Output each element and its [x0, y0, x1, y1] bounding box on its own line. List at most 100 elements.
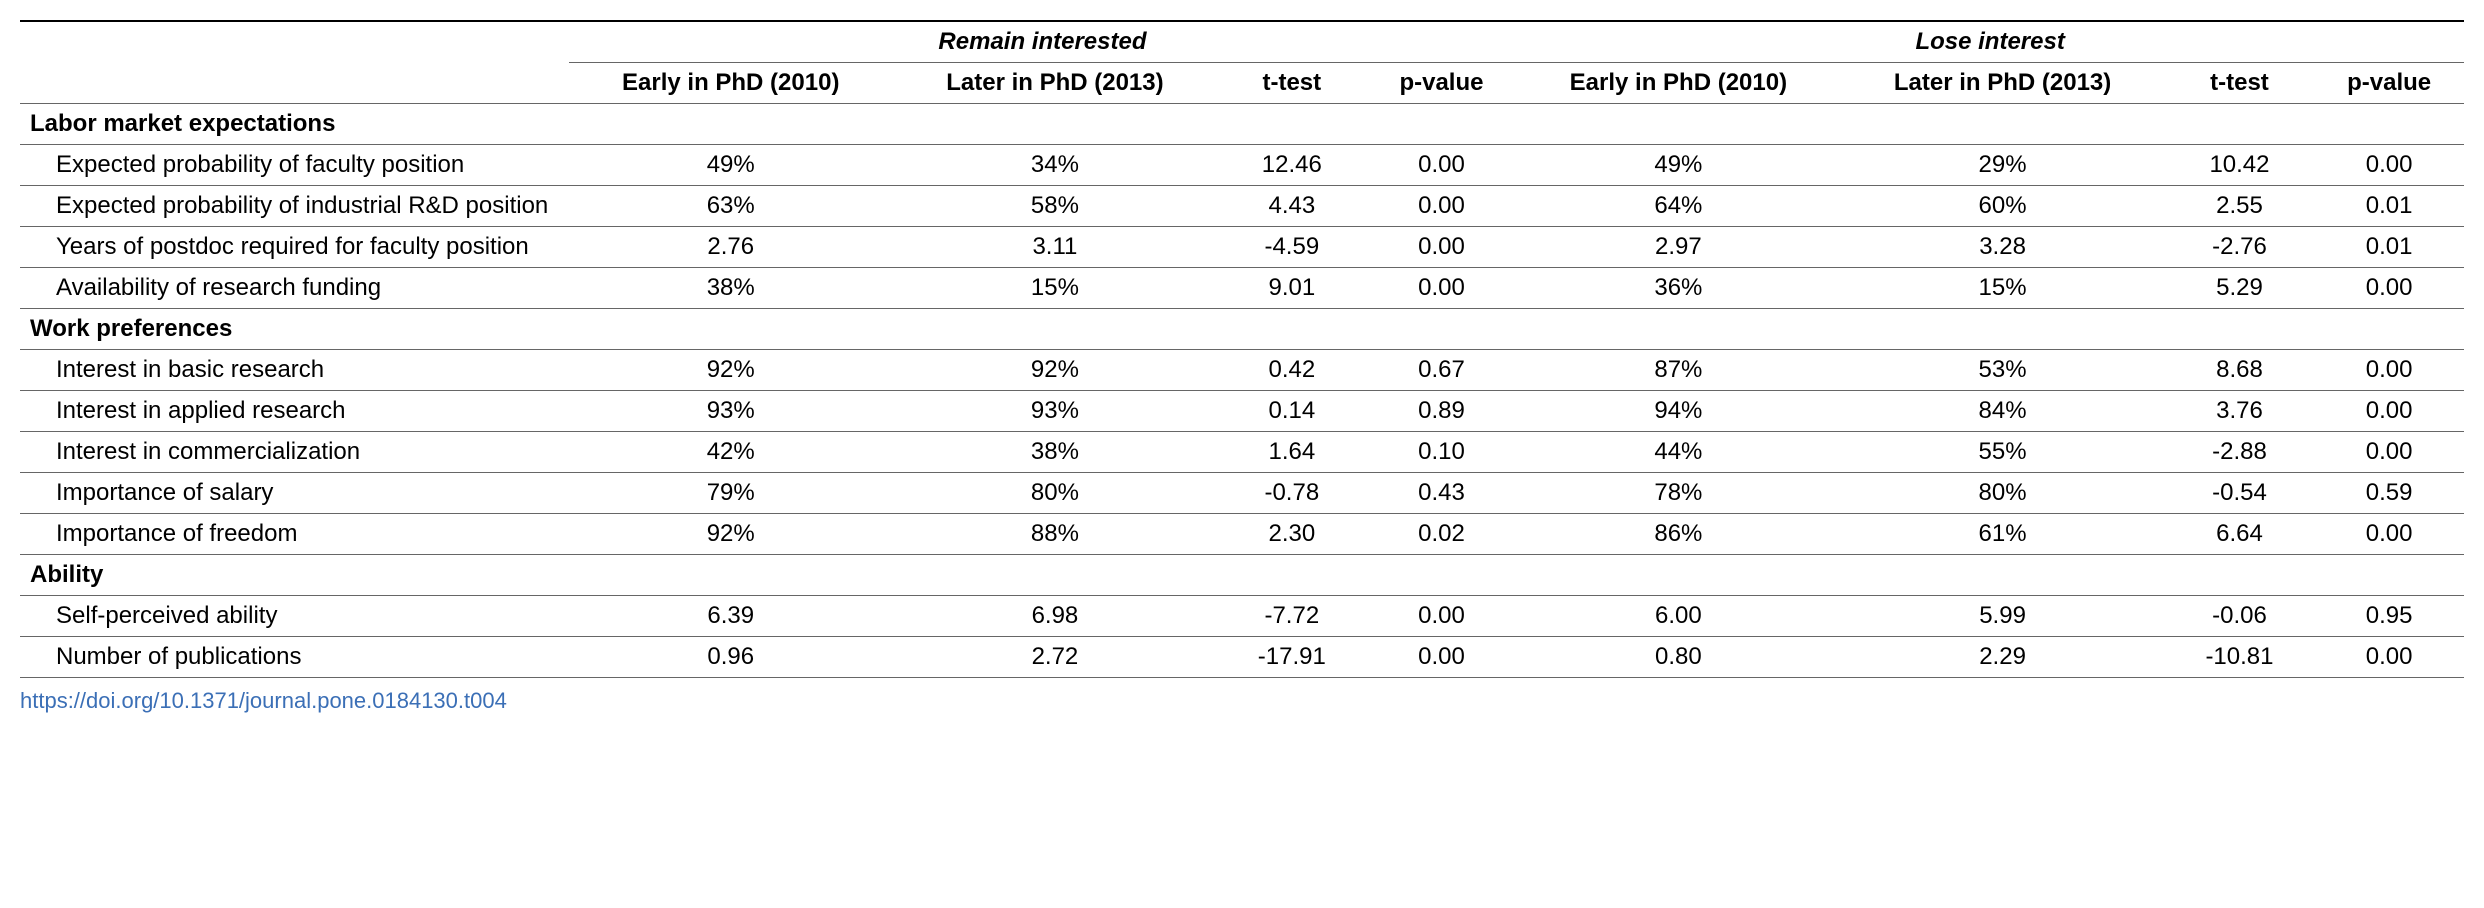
cell-value: 0.89: [1367, 391, 1517, 432]
cell-value: 80%: [893, 473, 1217, 514]
cell-value: 80%: [1840, 473, 2164, 514]
cell-value: 2.72: [893, 637, 1217, 678]
cell-value: 79%: [569, 473, 893, 514]
cell-value: 0.00: [1367, 145, 1517, 186]
cell-value: 2.55: [2165, 186, 2315, 227]
cell-value: 38%: [569, 268, 893, 309]
cell-value: 0.43: [1367, 473, 1517, 514]
col-later-2: Later in PhD (2013): [1840, 63, 2164, 104]
cell-value: 36%: [1516, 268, 1840, 309]
cell-value: 92%: [569, 514, 893, 555]
table-row: Interest in basic research92%92%0.420.67…: [20, 350, 2464, 391]
table-row: Importance of salary79%80%-0.780.4378%80…: [20, 473, 2464, 514]
cell-value: 4.43: [1217, 186, 1367, 227]
cell-value: 93%: [569, 391, 893, 432]
col-ttest-2: t-test: [2165, 63, 2315, 104]
cell-value: 92%: [569, 350, 893, 391]
cell-value: 0.10: [1367, 432, 1517, 473]
section-label: Work preferences: [20, 309, 569, 350]
cell-value: 49%: [569, 145, 893, 186]
table-row: Expected probability of industrial R&D p…: [20, 186, 2464, 227]
doi-link[interactable]: https://doi.org/10.1371/journal.pone.018…: [20, 688, 2464, 714]
cell-value: 64%: [1516, 186, 1840, 227]
cell-value: -4.59: [1217, 227, 1367, 268]
cell-value: 0.00: [2314, 350, 2464, 391]
row-label: Interest in applied research: [20, 391, 569, 432]
cell-value: 6.00: [1516, 596, 1840, 637]
cell-value: 87%: [1516, 350, 1840, 391]
row-label: Years of postdoc required for faculty po…: [20, 227, 569, 268]
table-row: Importance of freedom92%88%2.300.0286%61…: [20, 514, 2464, 555]
row-label: Importance of freedom: [20, 514, 569, 555]
cell-value: -17.91: [1217, 637, 1367, 678]
cell-value: 10.42: [2165, 145, 2315, 186]
cell-value: 2.76: [569, 227, 893, 268]
col-later-1: Later in PhD (2013): [893, 63, 1217, 104]
table-row: Self-perceived ability6.396.98-7.720.006…: [20, 596, 2464, 637]
cell-value: 3.11: [893, 227, 1217, 268]
cell-value: 2.97: [1516, 227, 1840, 268]
cell-value: 44%: [1516, 432, 1840, 473]
col-early-1: Early in PhD (2010): [569, 63, 893, 104]
group-header-remain: Remain interested: [569, 21, 1517, 63]
table-row: Number of publications0.962.72-17.910.00…: [20, 637, 2464, 678]
cell-value: 38%: [893, 432, 1217, 473]
cell-value: 0.00: [2314, 391, 2464, 432]
cell-value: 58%: [893, 186, 1217, 227]
cell-value: 92%: [893, 350, 1217, 391]
cell-value: 29%: [1840, 145, 2164, 186]
cell-value: 0.96: [569, 637, 893, 678]
row-label: Availability of research funding: [20, 268, 569, 309]
cell-value: 61%: [1840, 514, 2164, 555]
cell-value: -2.88: [2165, 432, 2315, 473]
cell-value: 53%: [1840, 350, 2164, 391]
cell-value: 6.64: [2165, 514, 2315, 555]
cell-value: 84%: [1840, 391, 2164, 432]
cell-value: -2.76: [2165, 227, 2315, 268]
cell-value: 15%: [1840, 268, 2164, 309]
section-label: Labor market expectations: [20, 104, 569, 145]
cell-value: 34%: [893, 145, 1217, 186]
cell-value: 5.99: [1840, 596, 2164, 637]
cell-value: -0.78: [1217, 473, 1367, 514]
cell-value: 93%: [893, 391, 1217, 432]
cell-value: 88%: [893, 514, 1217, 555]
cell-value: 0.00: [2314, 432, 2464, 473]
col-pvalue-1: p-value: [1367, 63, 1517, 104]
cell-value: 3.76: [2165, 391, 2315, 432]
row-label: Expected probability of industrial R&D p…: [20, 186, 569, 227]
cell-value: 0.00: [1367, 268, 1517, 309]
cell-value: 0.42: [1217, 350, 1367, 391]
col-ttest-1: t-test: [1217, 63, 1367, 104]
table-body: Labor market expectationsExpected probab…: [20, 104, 2464, 678]
cell-value: 78%: [1516, 473, 1840, 514]
cell-value: -10.81: [2165, 637, 2315, 678]
table-row: Interest in applied research93%93%0.140.…: [20, 391, 2464, 432]
table-row: Interest in commercialization42%38%1.640…: [20, 432, 2464, 473]
cell-value: 15%: [893, 268, 1217, 309]
cell-value: 0.00: [1367, 637, 1517, 678]
cell-value: 0.01: [2314, 227, 2464, 268]
cell-value: 0.01: [2314, 186, 2464, 227]
section-label: Ability: [20, 555, 569, 596]
row-label: Importance of salary: [20, 473, 569, 514]
group-header-lose: Lose interest: [1516, 21, 2464, 63]
cell-value: 2.30: [1217, 514, 1367, 555]
cell-value: -7.72: [1217, 596, 1367, 637]
cell-value: 42%: [569, 432, 893, 473]
table-row: Expected probability of faculty position…: [20, 145, 2464, 186]
col-pvalue-2: p-value: [2314, 63, 2464, 104]
cell-value: 0.00: [2314, 145, 2464, 186]
row-label: Self-perceived ability: [20, 596, 569, 637]
data-table: Remain interested Lose interest Early in…: [20, 20, 2464, 678]
cell-value: 6.98: [893, 596, 1217, 637]
cell-value: 0.59: [2314, 473, 2464, 514]
cell-value: 0.95: [2314, 596, 2464, 637]
cell-value: 60%: [1840, 186, 2164, 227]
cell-value: 0.80: [1516, 637, 1840, 678]
cell-value: 9.01: [1217, 268, 1367, 309]
cell-value: 86%: [1516, 514, 1840, 555]
cell-value: 1.64: [1217, 432, 1367, 473]
table-row: Years of postdoc required for faculty po…: [20, 227, 2464, 268]
cell-value: 6.39: [569, 596, 893, 637]
